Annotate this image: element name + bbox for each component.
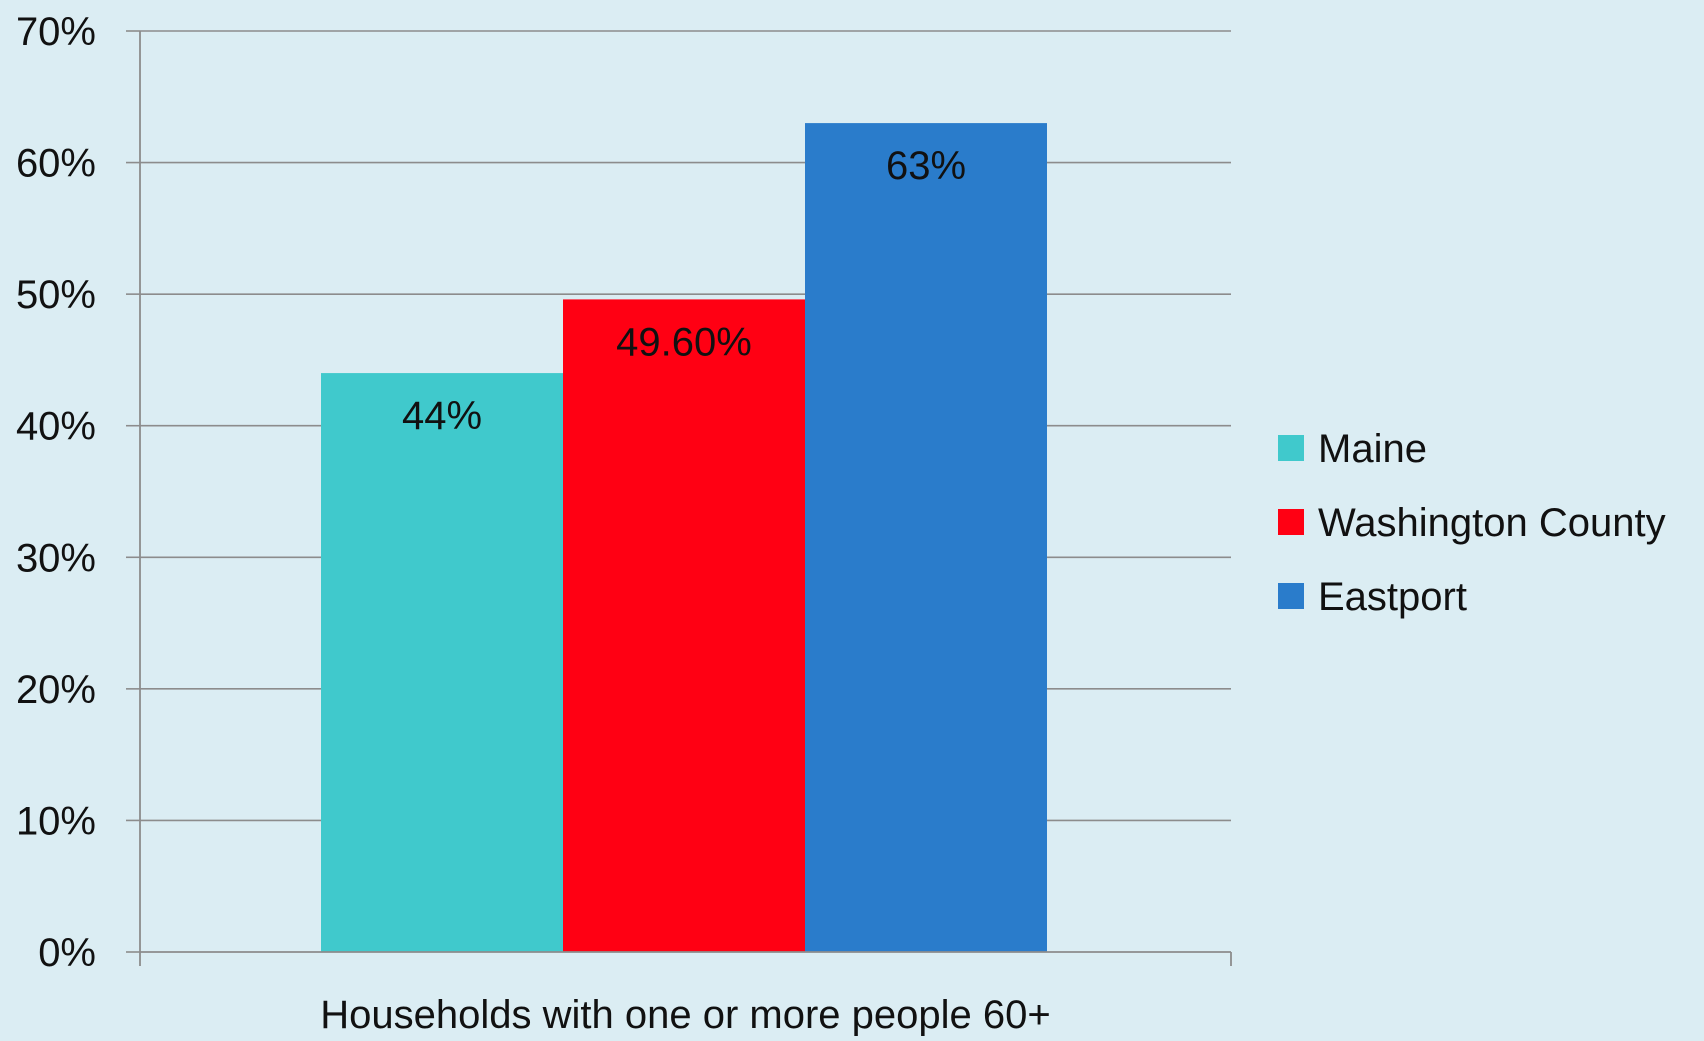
legend-label: Eastport bbox=[1318, 575, 1467, 619]
y-tick-label: 50% bbox=[16, 273, 96, 317]
bar-eastport bbox=[805, 123, 1047, 953]
bar-maine bbox=[321, 373, 563, 953]
legend: Maine Washington County Eastport bbox=[1278, 427, 1666, 619]
y-tick-label: 60% bbox=[16, 142, 96, 186]
data-label: 49.60% bbox=[616, 320, 752, 364]
y-tick-label: 10% bbox=[16, 799, 96, 843]
legend-swatch bbox=[1278, 435, 1304, 461]
data-labels: 44% 49.60% 63% bbox=[402, 144, 966, 438]
bars bbox=[321, 123, 1047, 953]
data-label: 44% bbox=[402, 394, 482, 438]
y-tick-label: 0% bbox=[38, 931, 96, 975]
y-tick-label: 20% bbox=[16, 668, 96, 712]
legend-swatch bbox=[1278, 509, 1304, 535]
bar-washington-county bbox=[563, 299, 805, 952]
legend-swatch bbox=[1278, 583, 1304, 609]
y-tick-label: 40% bbox=[16, 405, 96, 449]
legend-label: Maine bbox=[1318, 427, 1427, 471]
y-axis-ticks: 0% 10% 20% 30% 40% 50% 60% 70% bbox=[16, 10, 140, 975]
data-label: 63% bbox=[886, 144, 966, 188]
legend-label: Washington County bbox=[1318, 501, 1666, 545]
x-axis-categories: Households with one or more people 60+ bbox=[320, 993, 1050, 1037]
y-tick-label: 30% bbox=[16, 536, 96, 580]
x-category-label: Households with one or more people 60+ bbox=[320, 993, 1050, 1036]
axes bbox=[139, 31, 1232, 966]
y-tick-label: 70% bbox=[16, 10, 96, 54]
